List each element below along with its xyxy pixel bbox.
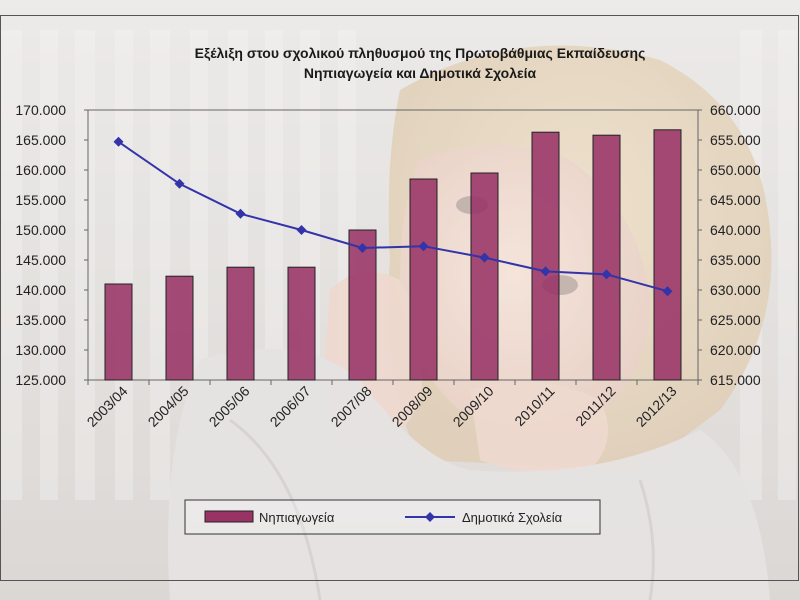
line-point-2006-07 [296, 225, 307, 235]
bar-2008-09 [409, 178, 438, 381]
bar-2006-07 [287, 266, 316, 381]
left-tick-label: 135.000 [15, 312, 66, 328]
line-point-2012-13 [662, 286, 673, 297]
line-series [113, 136, 673, 297]
right-tick-label: 660.000 [710, 102, 761, 118]
legend: Νηπιαγωγεία Δημοτικά Σχολεία [184, 499, 601, 535]
x-tick-label: 2011/12 [572, 383, 619, 430]
right-tick-label: 650.000 [710, 162, 761, 178]
chart-title: Εξέλιξη στου σχολικού πληθυσμού της Πρωτ… [195, 45, 646, 61]
x-tick-label: 2003/04 [84, 383, 131, 430]
left-tick-label: 125.000 [15, 372, 66, 388]
line-point-2007-08 [357, 243, 368, 253]
bar-2009-10 [470, 172, 499, 381]
bar-series [104, 129, 682, 381]
x-tick-label: 2007/08 [328, 383, 375, 430]
x-tick-label: 2005/06 [206, 383, 253, 430]
line-point-2009-10 [479, 252, 490, 263]
right-axis-ticks: 615.000 620.000 625.000 630.000 635.000 640.0… [698, 102, 761, 388]
x-tick-label: 2004/05 [145, 383, 192, 430]
right-tick-label: 630.000 [710, 282, 761, 298]
line-point-2005-06 [235, 208, 246, 219]
right-tick-label: 625.000 [710, 312, 761, 328]
x-tick-label: 2006/07 [267, 383, 314, 430]
legend-label-line: Δημοτικά Σχολεία [462, 510, 563, 525]
bar-2010-11 [531, 131, 560, 381]
x-tick-label: 2012/13 [633, 383, 680, 430]
bar-2007-08 [348, 229, 377, 381]
right-tick-label: 620.000 [710, 342, 761, 358]
left-axis-ticks: 125.000 130.000 135.000 140.000 145.000 150.0… [15, 102, 88, 388]
bar-2011-12 [592, 134, 621, 381]
legend-label-bar: Νηπιαγωγεία [259, 510, 335, 525]
right-tick-label: 640.000 [710, 222, 761, 238]
x-tick-label: 2009/10 [450, 383, 497, 430]
x-tick-label: 2008/09 [389, 383, 436, 430]
x-axis-ticks: 2003/04 2004/05 2005/06 2006/07 2007/08 2008/… [84, 380, 699, 430]
line-path [117, 140, 668, 293]
legend-line-marker [425, 512, 435, 522]
chart-frame [0, 15, 799, 581]
right-tick-label: 615.000 [710, 372, 761, 388]
legend-bar-swatch [204, 510, 254, 523]
right-tick-label: 655.000 [710, 132, 761, 148]
bar-2005-06 [226, 266, 255, 381]
left-tick-label: 160.000 [15, 162, 66, 178]
bar-2003-04 [104, 283, 133, 381]
left-tick-label: 155.000 [15, 192, 66, 208]
line-point-2008-09 [418, 241, 429, 252]
legend-box [184, 499, 601, 535]
left-tick-label: 170.000 [15, 102, 66, 118]
left-tick-label: 140.000 [15, 282, 66, 298]
line-point-2003-04 [113, 136, 124, 147]
left-tick-label: 150.000 [15, 222, 66, 238]
line-point-2010-11 [540, 266, 551, 277]
left-tick-label: 165.000 [15, 132, 66, 148]
line-point-2004-05 [174, 178, 185, 189]
bar-2012-13 [653, 129, 682, 381]
right-tick-label: 645.000 [710, 192, 761, 208]
bar-2004-05 [165, 275, 194, 381]
chart-subtitle: Νηπιαγωγεία και Δημοτικά Σχολεία [304, 65, 537, 81]
left-tick-label: 145.000 [15, 252, 66, 268]
right-tick-label: 635.000 [710, 252, 761, 268]
line-point-2011-12 [601, 269, 612, 280]
x-tick-label: 2010/11 [511, 383, 558, 430]
left-tick-label: 130.000 [15, 342, 66, 358]
